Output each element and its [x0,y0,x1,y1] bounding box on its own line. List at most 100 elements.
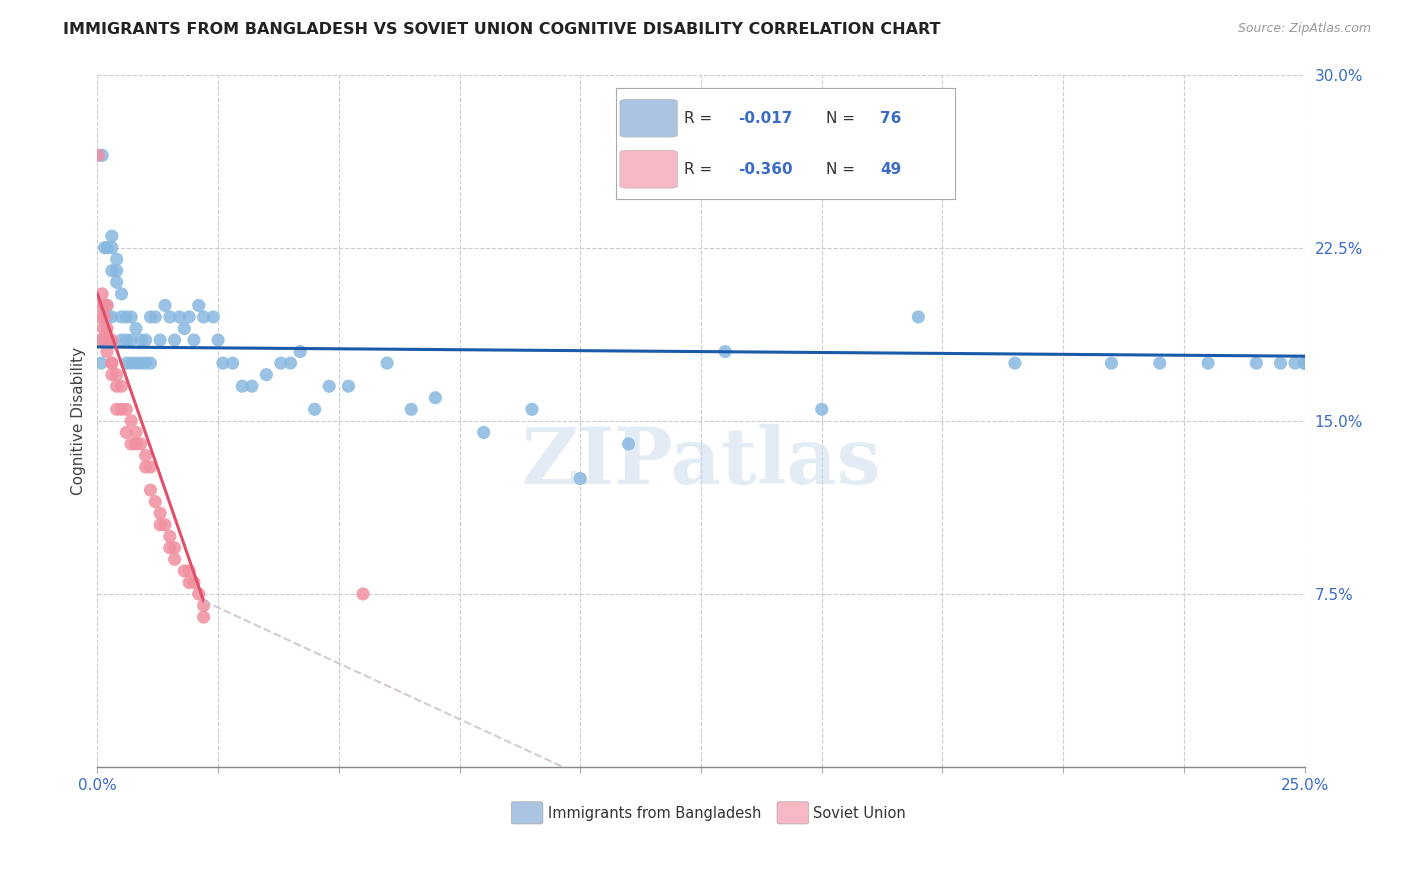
Point [187,298,209,312]
Point [1246,356,1268,370]
Point [96,333,118,347]
Point [177,564,200,578]
Point [93,333,115,347]
Point [139,483,162,497]
Point [129,356,152,370]
Point [280,356,302,370]
Text: Immigrants from Bangladesh: Immigrants from Bangladesh [548,806,761,821]
Point [105,264,128,278]
Point [96,344,118,359]
Point [139,310,162,324]
Point [91,333,114,347]
Point [1294,356,1316,370]
Point [120,310,142,324]
Point [212,356,235,370]
Point [193,610,215,624]
Point [96,333,118,347]
Point [520,402,543,417]
Point [139,460,162,475]
Point [129,437,152,451]
Point [143,310,166,324]
Point [318,379,340,393]
Point [101,241,124,255]
Point [177,310,200,324]
Text: Soviet Union: Soviet Union [813,806,905,821]
Point [304,402,326,417]
Point [91,298,114,312]
Text: Source: ZipAtlas.com: Source: ZipAtlas.com [1237,22,1371,36]
Point [96,310,118,324]
Point [149,506,172,520]
Point [105,402,128,417]
Point [159,541,181,555]
Point [105,368,128,382]
Point [101,264,124,278]
Point [1149,356,1171,370]
Point [173,321,195,335]
Point [101,333,124,347]
Point [1270,356,1292,370]
Point [193,599,215,613]
Point [1294,356,1316,370]
Point [288,344,311,359]
Point [110,333,132,347]
Point [202,310,225,324]
Point [187,587,209,601]
Point [110,402,132,417]
Point [96,241,118,255]
Point [1197,356,1219,370]
Point [120,356,142,370]
Point [163,541,186,555]
Point [125,425,148,440]
Point [149,333,172,347]
Point [120,437,142,451]
Y-axis label: Cognitive Disability: Cognitive Disability [72,347,86,495]
Point [110,379,132,393]
Point [907,310,929,324]
Point [159,310,181,324]
Point [352,587,374,601]
Point [1284,356,1306,370]
Point [120,414,142,428]
Point [110,310,132,324]
Point [129,333,152,347]
Point [153,517,176,532]
Point [125,437,148,451]
Point [101,229,124,244]
Point [135,333,157,347]
Point [149,517,172,532]
Point [231,379,253,393]
Point [207,333,229,347]
Point [569,472,592,486]
Point [125,321,148,335]
Point [153,298,176,312]
Point [120,333,142,347]
Text: IMMIGRANTS FROM BANGLADESH VS SOVIET UNION COGNITIVE DISABILITY CORRELATION CHAR: IMMIGRANTS FROM BANGLADESH VS SOVIET UNI… [63,22,941,37]
Point [617,437,640,451]
Point [105,275,128,289]
Point [115,356,138,370]
Text: ZIPatlas: ZIPatlas [522,425,880,500]
Point [115,402,138,417]
Point [221,356,243,370]
Point [96,298,118,312]
Point [87,148,110,162]
Point [240,379,263,393]
Point [1294,356,1316,370]
Point [472,425,495,440]
Point [135,356,157,370]
Point [93,298,115,312]
Point [399,402,422,417]
Point [91,286,114,301]
Point [169,310,191,324]
Point [110,286,132,301]
Point [270,356,292,370]
Point [105,379,128,393]
Point [96,298,118,312]
Point [125,356,148,370]
Point [93,310,115,324]
Point [183,575,205,590]
Point [375,356,398,370]
Point [115,425,138,440]
Point [714,344,737,359]
